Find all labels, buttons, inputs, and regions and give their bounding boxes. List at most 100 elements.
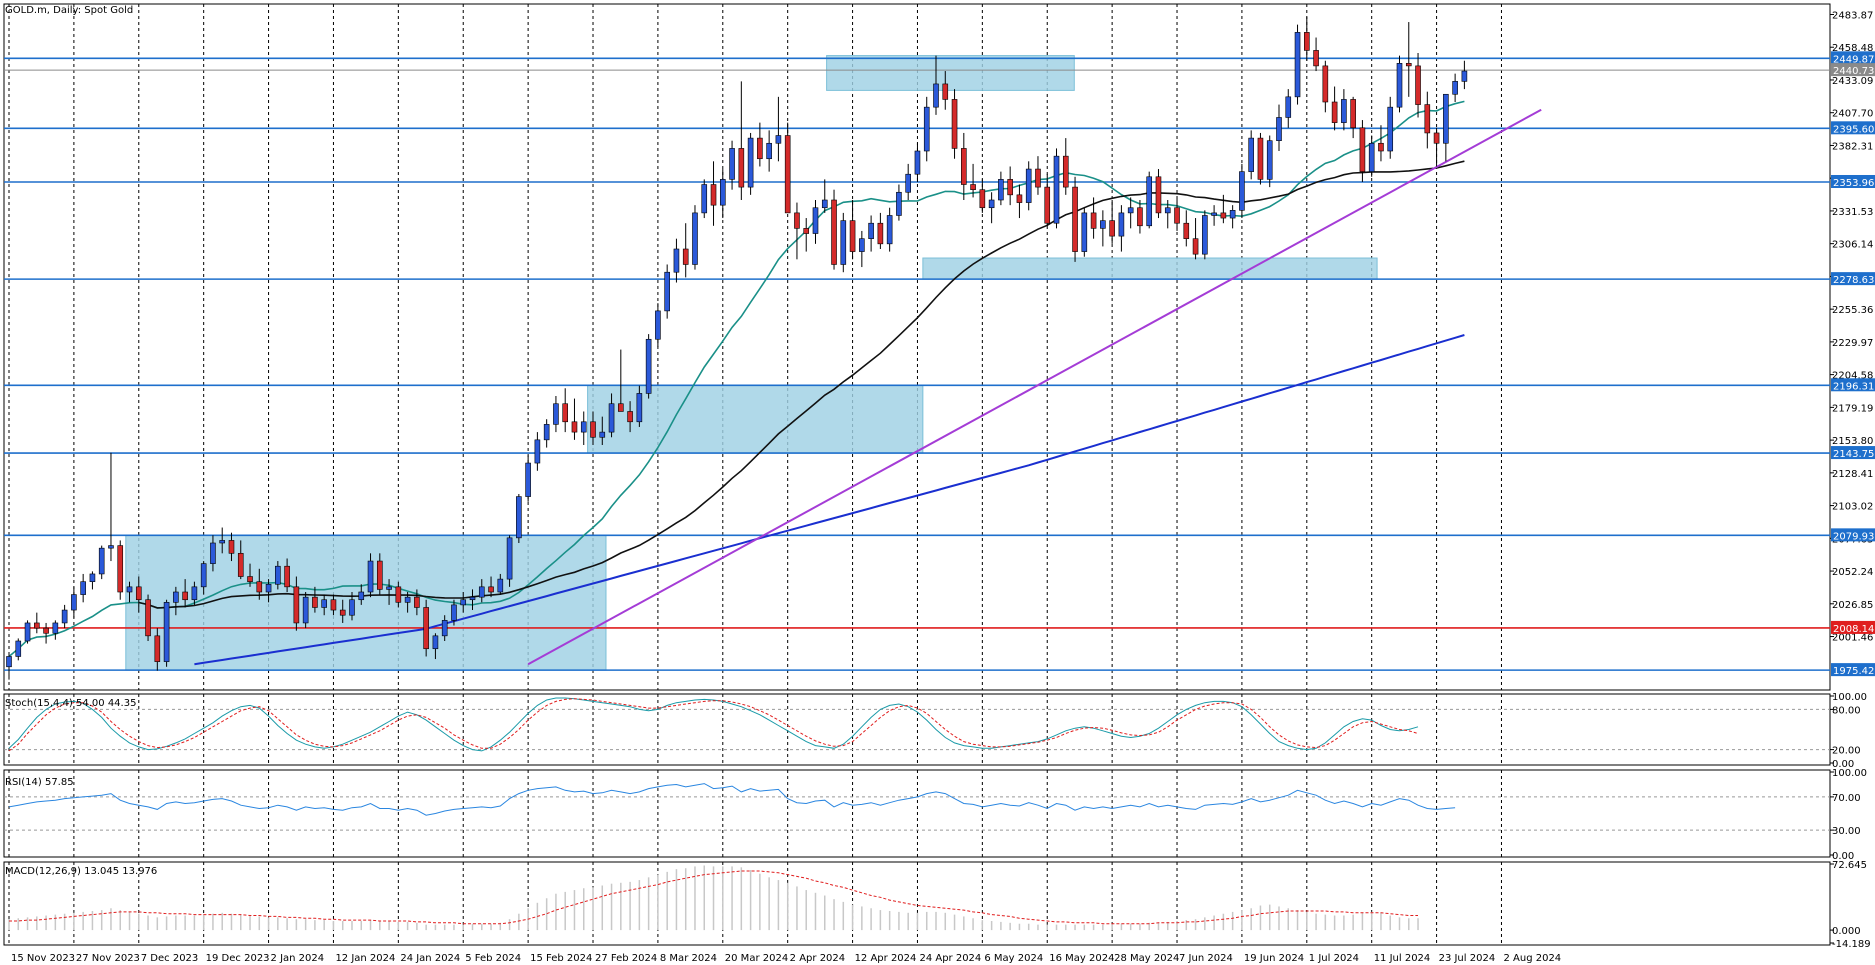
candle-body: [979, 189, 986, 209]
level-tag: [1831, 51, 1875, 65]
level-tag-label: 2440.73: [1833, 66, 1874, 77]
candle-body: [896, 191, 902, 216]
candle-body: [599, 431, 606, 438]
date-label: 1 Jul 2024: [1309, 953, 1359, 964]
price-tick-label: 2128.41: [1832, 469, 1873, 480]
level-tag: [1831, 174, 1875, 188]
level-tag: [1831, 528, 1875, 542]
rsi-tick-label: 70.00: [1832, 793, 1861, 804]
candle-body: [516, 496, 522, 539]
level-tag-label: 2395.60: [1833, 124, 1874, 135]
candle-body: [1118, 212, 1125, 237]
candle-body: [219, 540, 226, 544]
candle-body: [275, 565, 281, 585]
candle-body: [766, 142, 772, 160]
candle-body: [590, 421, 596, 438]
level-tag-label: 1975.42: [1833, 666, 1874, 677]
rsi-tick-label: 30.00: [1832, 826, 1861, 837]
candle-body: [933, 83, 939, 108]
level-tag-label: 2143.75: [1833, 449, 1874, 460]
candle-body: [358, 591, 365, 601]
candle-body: [655, 310, 661, 340]
macd-tick-label: -14.189: [1832, 939, 1871, 950]
candle-body: [1257, 137, 1264, 180]
level-tag-label: 2353.96: [1833, 178, 1874, 189]
candle-body: [293, 586, 300, 624]
macd-label: MACD(12,26,9) 13.045 13.976: [5, 866, 157, 877]
candle-body: [1415, 65, 1421, 105]
candle-body: [1127, 207, 1134, 214]
candle-body: [1229, 210, 1236, 219]
candle-body: [1331, 101, 1338, 123]
candle-body: [747, 137, 754, 188]
candle-body: [580, 421, 587, 433]
candle-body: [497, 578, 504, 593]
candle-body: [1202, 215, 1208, 255]
candle-body: [1035, 168, 1041, 188]
candle-body: [1183, 222, 1190, 239]
price-tick-label: 2331.53: [1832, 207, 1873, 218]
candle-body: [52, 622, 59, 634]
date-label: 27 Nov 2023: [76, 953, 140, 964]
candle-body: [1109, 220, 1115, 237]
candle-body: [506, 537, 513, 580]
candle-body: [868, 222, 874, 239]
candle-body: [1359, 127, 1366, 172]
candle-body: [302, 596, 309, 624]
level-tag: [1831, 272, 1875, 286]
candle-body: [970, 184, 976, 190]
candle-body: [1368, 142, 1375, 172]
candle-body: [432, 635, 439, 650]
stoch-tick-label: 20.00: [1832, 746, 1861, 757]
level-tag-label: 2278.63: [1833, 275, 1874, 286]
candle-body: [98, 547, 105, 575]
candle-body: [80, 581, 86, 595]
candle-body: [441, 620, 448, 637]
candle-body: [794, 212, 800, 229]
candle-body: [1405, 63, 1412, 67]
candle-body: [803, 228, 810, 234]
candle-body: [1266, 140, 1273, 180]
candle-body: [395, 586, 402, 603]
price-tick-label: 2204.58: [1832, 371, 1873, 382]
candle-body: [321, 599, 327, 608]
candle-body: [43, 627, 49, 634]
candle-body: [562, 403, 569, 423]
consolidation-zone: [826, 55, 1075, 91]
candle-body: [451, 604, 457, 621]
candle-body: [1192, 238, 1199, 255]
date-label: 20 Mar 2024: [725, 953, 788, 964]
date-label: 27 Feb 2024: [595, 953, 657, 964]
candle-body: [729, 148, 735, 180]
consolidation-zone: [125, 534, 607, 671]
candle-body: [1322, 65, 1329, 103]
level-tag-label: 2196.31: [1833, 381, 1874, 392]
candle-body: [1461, 70, 1468, 82]
candle-body: [237, 553, 244, 577]
candle-body: [256, 581, 263, 593]
date-label: 7 Dec 2023: [141, 953, 199, 964]
candle-body: [701, 184, 708, 214]
candle-body: [905, 173, 911, 193]
date-label: 23 Jul 2024: [1439, 953, 1496, 964]
candle-body: [1239, 171, 1245, 211]
candle-body: [191, 586, 198, 601]
candle-body: [1081, 212, 1088, 252]
candle-body: [1433, 132, 1440, 144]
candle-body: [1378, 142, 1384, 152]
candle-body: [210, 542, 216, 564]
candle-body: [1304, 32, 1310, 51]
candle-body: [812, 207, 819, 234]
candle-body: [1146, 176, 1153, 227]
candle-body: [1341, 99, 1347, 123]
candle-body: [182, 591, 188, 601]
candle-body: [942, 83, 949, 100]
candle-body: [330, 599, 337, 611]
candle-body: [135, 586, 142, 601]
price-tick-label: 2103.02: [1832, 502, 1873, 513]
date-label: 15 Nov 2023: [11, 953, 75, 964]
trendline: [527, 108, 1542, 666]
rsi-tick-label: 0.00: [1832, 851, 1854, 862]
rsi-label: RSI(14) 57.85: [5, 777, 74, 788]
